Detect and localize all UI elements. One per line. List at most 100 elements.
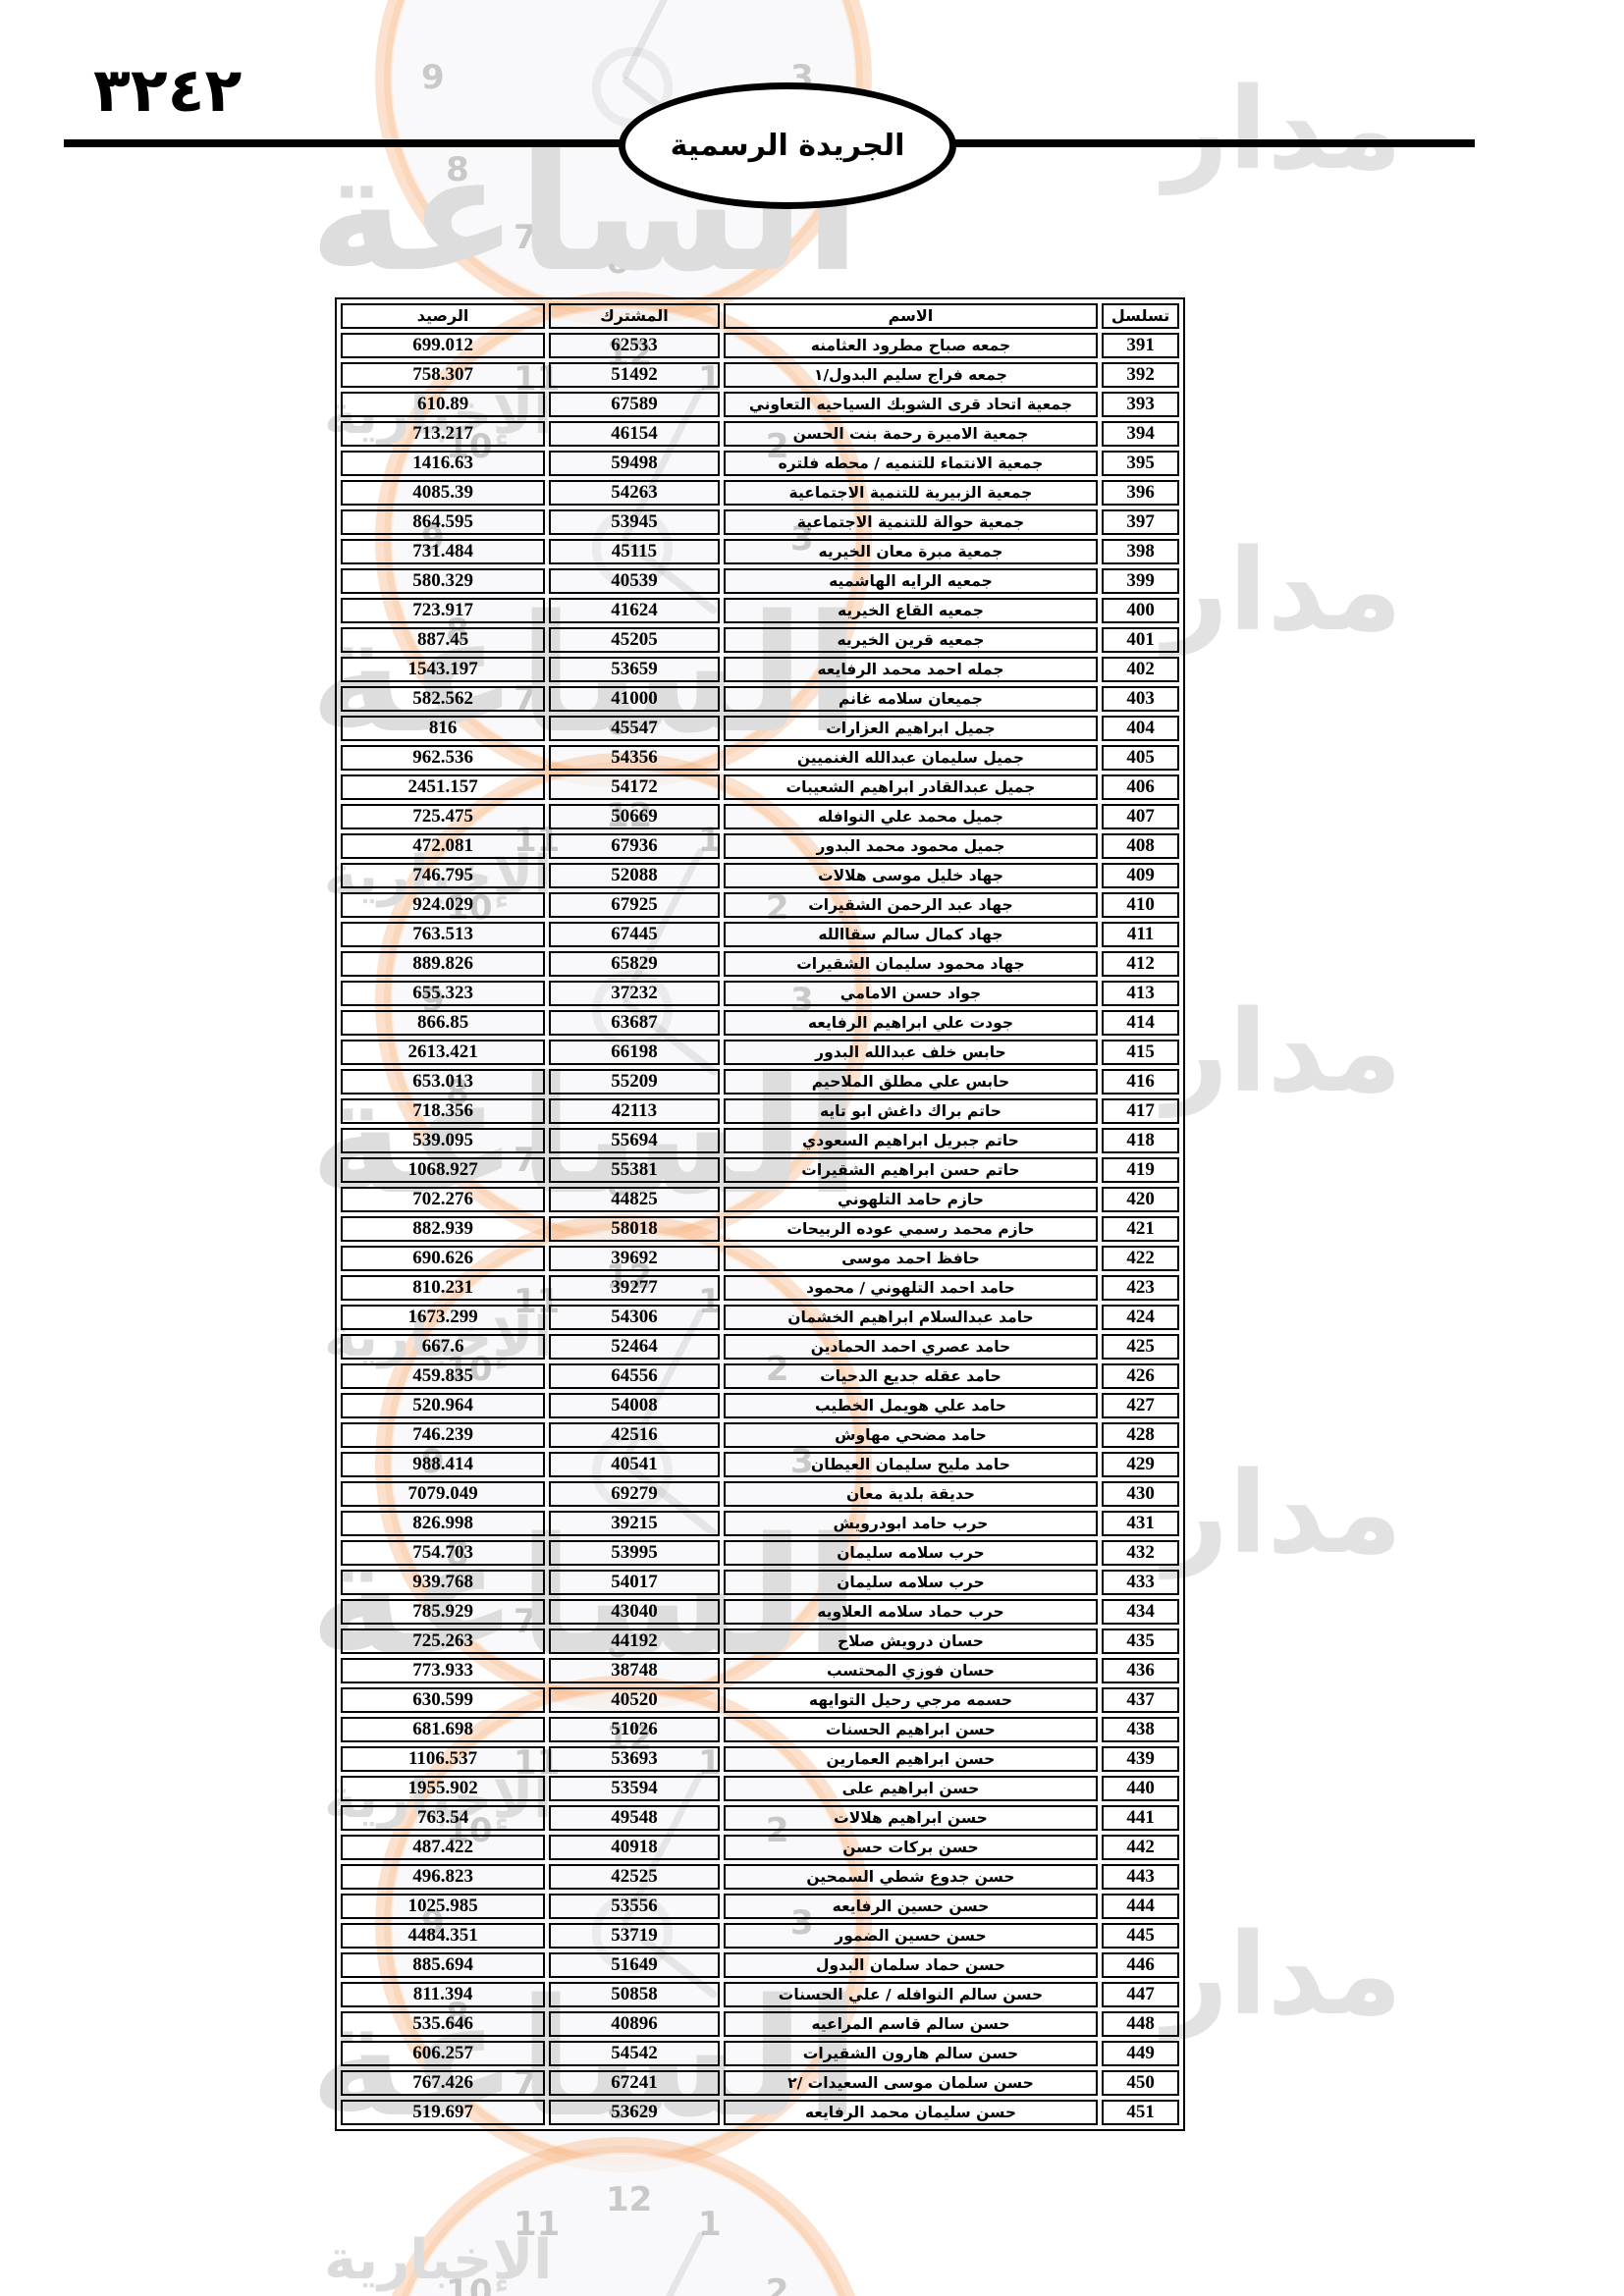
cell-subscriber: 50669 xyxy=(549,804,720,829)
cell-serial: 407 xyxy=(1102,804,1179,829)
table-row: 434 حرب حماد سلامه العلاويه 43040 785.929 xyxy=(341,1599,1179,1625)
cell-name: حسن ابراهيم العمارين xyxy=(723,1746,1099,1772)
table-row: 431 حرب حامد ابودرويش 39215 826.998 xyxy=(341,1511,1179,1536)
table-row: 419 حاتم حسن ابراهيم الشقيرات 55381 1068.92… xyxy=(341,1157,1179,1183)
cell-balance: 746.239 xyxy=(341,1422,546,1448)
cell-balance: 725.475 xyxy=(341,804,546,829)
cell-balance: 690.626 xyxy=(341,1246,546,1271)
cell-balance: 7079.049 xyxy=(341,1481,546,1507)
cell-balance: 763.54 xyxy=(341,1805,546,1831)
cell-balance: 580.329 xyxy=(341,568,546,594)
cell-name: حابس علي مطلق الملاحيم xyxy=(723,1069,1099,1095)
cell-balance: 702.276 xyxy=(341,1187,546,1212)
cell-serial: 446 xyxy=(1102,1952,1179,1978)
table-row: 450 حسن سلمان موسى السعيدات /٢ 67241 767.42… xyxy=(341,2070,1179,2096)
cell-balance: 4085.39 xyxy=(341,480,546,506)
cell-subscriber: 51492 xyxy=(549,362,720,388)
cell-subscriber: 53719 xyxy=(549,1923,720,1949)
cell-subscriber: 53995 xyxy=(549,1540,720,1566)
cell-name: حرب حامد ابودرويش xyxy=(723,1511,1099,1536)
cell-subscriber: 40541 xyxy=(549,1452,720,1477)
table-row: 436 حسان فوزي المحتسب 38748 773.933 xyxy=(341,1658,1179,1683)
cell-balance: 866.85 xyxy=(341,1010,546,1036)
table-row: 408 جميل محمود محمد البدور 67936 472.081 xyxy=(341,833,1179,859)
cell-balance: 887.45 xyxy=(341,627,546,653)
table-row: 421 حازم محمد رسمي عوده الربيحات 58018 882.… xyxy=(341,1216,1179,1242)
cell-serial: 443 xyxy=(1102,1864,1179,1890)
cell-balance: 655.323 xyxy=(341,981,546,1006)
cell-balance: 811.394 xyxy=(341,1982,546,2007)
table-row: 398 جمعية مبرة معان الخيريه 45115 731.484 xyxy=(341,539,1179,564)
cell-subscriber: 67925 xyxy=(549,892,720,918)
clock-number: 12 xyxy=(606,2180,653,2219)
cell-name: حسن حسين الرفايعه xyxy=(723,1894,1099,1919)
cell-name: جميل محمد علي النوافله xyxy=(723,804,1099,829)
cell-name: جهاد خليل موسى هلالات xyxy=(723,863,1099,888)
cell-balance: 754.703 xyxy=(341,1540,546,1566)
cell-name: حسن حماد سلمان البدول xyxy=(723,1952,1099,1978)
table-row: 440 حسن ابراهيم على 53594 1955.902 xyxy=(341,1776,1179,1801)
cell-balance: 1416.63 xyxy=(341,451,546,476)
cell-serial: 392 xyxy=(1102,362,1179,388)
cell-subscriber: 53594 xyxy=(549,1776,720,1801)
table-row: 394 جمعية الاميرة رحمة بنت الحسن 46154 713.… xyxy=(341,421,1179,447)
cell-name: حسن جدوع شطي السمحين xyxy=(723,1864,1099,1890)
cell-serial: 419 xyxy=(1102,1157,1179,1183)
table-row: 401 جمعيه قرين الخيريه 45205 887.45 xyxy=(341,627,1179,653)
cell-name: جمعية مبرة معان الخيريه xyxy=(723,539,1099,564)
cell-name: جميل عبدالقادر ابراهيم الشعيبات xyxy=(723,774,1099,800)
cell-name: جمعية الاميرة رحمة بنت الحسن xyxy=(723,421,1099,447)
cell-subscriber: 53693 xyxy=(549,1746,720,1772)
cell-subscriber: 67241 xyxy=(549,2070,720,2096)
cell-balance: 520.964 xyxy=(341,1393,546,1418)
cell-subscriber: 42516 xyxy=(549,1422,720,1448)
cell-name: جهاد عبد الرحمن الشقيرات xyxy=(723,892,1099,918)
cell-balance: 582.562 xyxy=(341,686,546,712)
cell-balance: 725.263 xyxy=(341,1629,546,1654)
cell-name: حسمه مرجي رحيل التوايهه xyxy=(723,1687,1099,1713)
cell-name: حاتم حسن ابراهيم الشقيرات xyxy=(723,1157,1099,1183)
cell-serial: 426 xyxy=(1102,1363,1179,1389)
cell-subscriber: 52088 xyxy=(549,863,720,888)
cell-subscriber: 54542 xyxy=(549,2041,720,2066)
cell-balance: 472.081 xyxy=(341,833,546,859)
cell-name: حاتم براك داغش ابو تايه xyxy=(723,1098,1099,1124)
cell-name: جميل ابراهيم العزارات xyxy=(723,716,1099,741)
table-row: 413 جواد حسن الامامي 37232 655.323 xyxy=(341,981,1179,1006)
cell-subscriber: 53659 xyxy=(549,657,720,682)
cell-subscriber: 44825 xyxy=(549,1187,720,1212)
cell-serial: 430 xyxy=(1102,1481,1179,1507)
cell-name: جهاد كمال سالم سقاالله xyxy=(723,922,1099,947)
cell-name: جهاد محمود سليمان الشقيرات xyxy=(723,951,1099,977)
table-row: 411 جهاد كمال سالم سقاالله 67445 763.513 xyxy=(341,922,1179,947)
cell-balance: 763.513 xyxy=(341,922,546,947)
table-row: 417 حاتم براك داغش ابو تايه 42113 718.356 xyxy=(341,1098,1179,1124)
cell-subscriber: 51649 xyxy=(549,1952,720,1978)
cell-name: حامد عصري احمد الحمادين xyxy=(723,1334,1099,1360)
cell-serial: 433 xyxy=(1102,1570,1179,1595)
table-row: 423 حامد احمد التلهوني / محمود 39277 810.23… xyxy=(341,1275,1179,1301)
cell-name: جواد حسن الامامي xyxy=(723,981,1099,1006)
cell-serial: 439 xyxy=(1102,1746,1179,1772)
cell-subscriber: 41000 xyxy=(549,686,720,712)
cell-subscriber: 63687 xyxy=(549,1010,720,1036)
table-row: 433 حرب سلامه سليمان 54017 939.768 xyxy=(341,1570,1179,1595)
cell-subscriber: 40520 xyxy=(549,1687,720,1713)
cell-name: جمعيه القاع الخيريه xyxy=(723,598,1099,623)
table-row: 430 حديقة بلدية معان 69279 7079.049 xyxy=(341,1481,1179,1507)
cell-serial: 424 xyxy=(1102,1305,1179,1330)
cell-name: حامد علي هويمل الخطيب xyxy=(723,1393,1099,1418)
cell-subscriber: 53945 xyxy=(549,509,720,535)
table-row: 420 حازم حامد التلهوني 44825 702.276 xyxy=(341,1187,1179,1212)
cell-balance: 630.599 xyxy=(341,1687,546,1713)
cell-balance: 2613.421 xyxy=(341,1040,546,1065)
cell-subscriber: 58018 xyxy=(549,1216,720,1242)
cell-name: حسان درويش صلاح xyxy=(723,1629,1099,1654)
cell-name: جميل سليمان عبدالله الغنميين xyxy=(723,745,1099,771)
cell-subscriber: 54306 xyxy=(549,1305,720,1330)
cell-serial: 427 xyxy=(1102,1393,1179,1418)
cell-balance: 988.414 xyxy=(341,1452,546,1477)
cell-balance: 864.595 xyxy=(341,509,546,535)
